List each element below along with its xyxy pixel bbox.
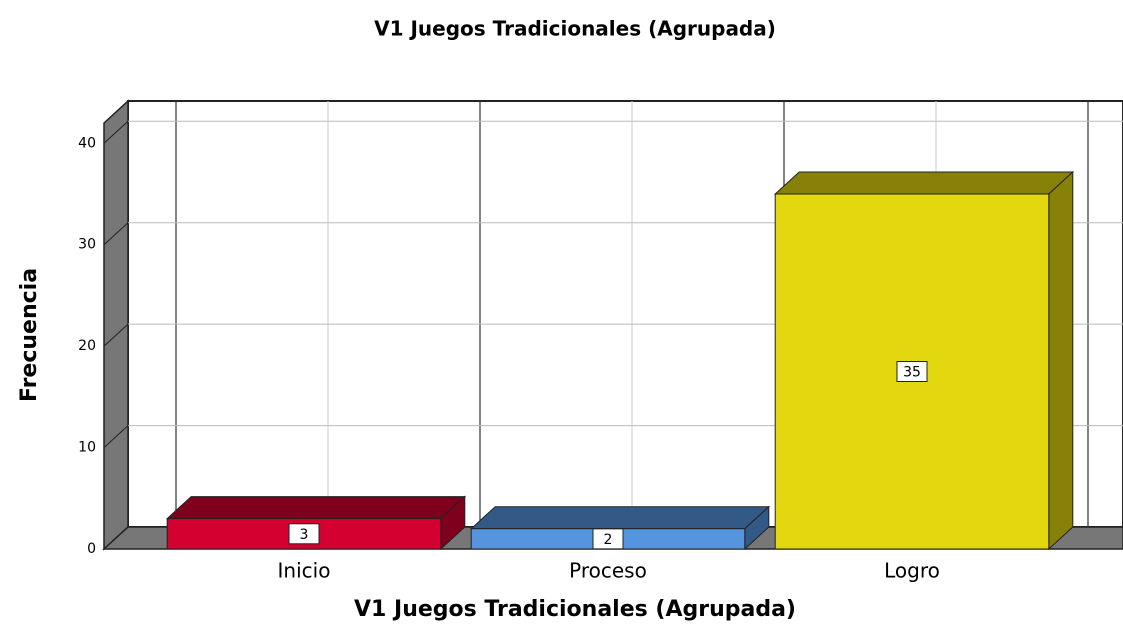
value-label-box — [896, 361, 928, 382]
value-label: 3 — [300, 527, 309, 543]
y-tick-label: 10 — [78, 440, 96, 456]
side-grid-line — [103, 323, 129, 347]
bar-top — [165, 496, 467, 520]
value-label-box — [592, 528, 624, 550]
bar-side — [1048, 170, 1074, 551]
y-tick-label: 0 — [87, 541, 96, 557]
chart-title: V1 Juegos Tradicionales (Agrupada) — [374, 17, 776, 41]
side-wall — [103, 99, 129, 551]
side-grid-line — [103, 222, 129, 246]
value-label: 2 — [604, 532, 613, 548]
y-tick-label: 40 — [78, 135, 96, 151]
x-tick-label: Logro — [884, 559, 940, 583]
bar-top — [773, 171, 1075, 195]
side-grid-line — [103, 120, 129, 144]
value-label: 35 — [903, 365, 921, 381]
y-axis-title: Frecuencia — [17, 268, 42, 402]
x-tick-label: Inicio — [278, 559, 331, 583]
x-tick-label: Proceso — [569, 559, 647, 583]
value-label-box — [288, 523, 320, 545]
side-grid-line — [103, 425, 129, 448]
bar-top — [469, 506, 771, 530]
y-tick-label: 20 — [78, 338, 96, 354]
x-axis-title: V1 Juegos Tradicionales (Agrupada) — [354, 597, 796, 622]
y-tick-label: 30 — [78, 237, 96, 253]
